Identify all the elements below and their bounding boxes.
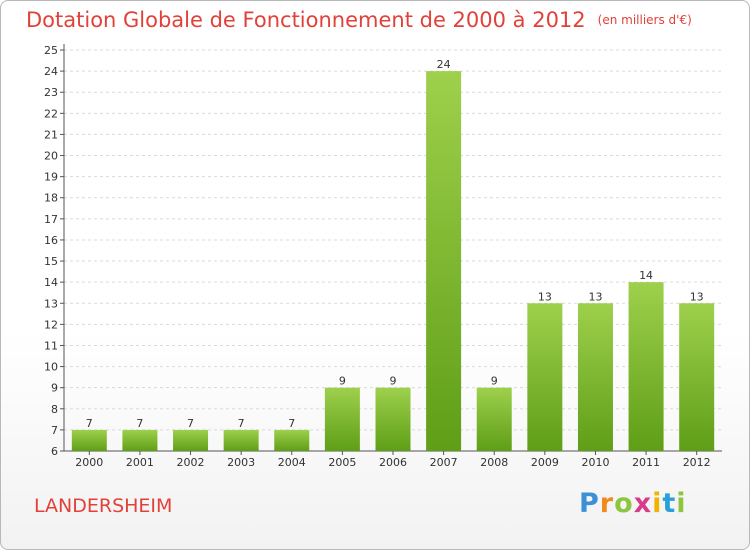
data-label: 9: [339, 375, 346, 388]
data-label: 7: [288, 417, 295, 430]
y-tick-label: 16: [44, 234, 58, 247]
data-label: 13: [538, 290, 552, 303]
y-tick-label: 9: [51, 382, 58, 395]
y-tick-label: 22: [44, 107, 58, 120]
x-tick-label: 2005: [328, 456, 356, 469]
bar: [577, 303, 613, 451]
bar: [324, 387, 360, 451]
data-label: 7: [187, 417, 194, 430]
x-tick-label: 2011: [632, 456, 660, 469]
bar: [173, 429, 209, 451]
proxiti-logo: Proxiti: [579, 488, 687, 519]
data-label: 7: [136, 417, 143, 430]
bar: [426, 71, 462, 452]
y-tick-label: 13: [44, 297, 58, 310]
y-tick-label: 6: [51, 445, 58, 458]
bar: [527, 303, 563, 451]
chart-unit: (en milliers d'€): [597, 13, 692, 27]
x-tick-label: 2001: [126, 456, 154, 469]
bar: [122, 429, 158, 451]
x-tick-label: 2012: [683, 456, 711, 469]
chart-title: Dotation Globale de Fonctionnement de 20…: [26, 8, 692, 32]
y-tick-label: 15: [44, 255, 58, 268]
x-tick-label: 2009: [531, 456, 559, 469]
y-tick-label: 24: [44, 65, 58, 78]
bar: [679, 303, 715, 451]
labels: 6 7 8 9 10 11 12 13 14 15 16 17 18 19 20 21 22 23 24 25 7 200…: [44, 44, 711, 469]
y-tick-label: 23: [44, 86, 58, 99]
bars: [71, 71, 715, 452]
y-tick-label: 25: [44, 44, 58, 57]
data-label: 7: [238, 417, 245, 430]
x-tick-label: 2008: [480, 456, 508, 469]
data-label: 7: [86, 417, 93, 430]
data-label: 13: [690, 290, 704, 303]
x-tick-label: 2006: [379, 456, 407, 469]
y-tick-label: 18: [44, 192, 58, 205]
data-label: 24: [437, 58, 451, 71]
y-tick-label: 21: [44, 128, 58, 141]
data-label: 9: [491, 375, 498, 388]
y-tick-label: 17: [44, 213, 58, 226]
bar: [274, 429, 310, 451]
bar: [71, 429, 107, 451]
data-label: 9: [390, 375, 397, 388]
x-tick-label: 2010: [581, 456, 609, 469]
x-tick-label: 2004: [278, 456, 306, 469]
data-label: 13: [588, 290, 602, 303]
city-name: LANDERSHEIM: [34, 495, 173, 517]
y-tick-label: 7: [51, 424, 58, 437]
x-tick-label: 2003: [227, 456, 255, 469]
y-tick-label: 11: [44, 339, 58, 352]
y-tick-label: 19: [44, 171, 58, 184]
chart-title-text: Dotation Globale de Fonctionnement de 20…: [26, 8, 586, 32]
x-tick-label: 2007: [430, 456, 458, 469]
x-tick-label: 2000: [75, 456, 103, 469]
y-tick-label: 12: [44, 318, 58, 331]
x-tick-label: 2002: [177, 456, 205, 469]
bar: [628, 282, 664, 451]
y-tick-label: 20: [44, 150, 58, 163]
y-tick-label: 8: [51, 403, 58, 416]
y-tick-label: 14: [44, 276, 58, 289]
bar: [476, 387, 512, 451]
bar: [223, 429, 259, 451]
data-label: 14: [639, 269, 653, 282]
y-tick-label: 10: [44, 361, 58, 374]
bar: [375, 387, 411, 451]
